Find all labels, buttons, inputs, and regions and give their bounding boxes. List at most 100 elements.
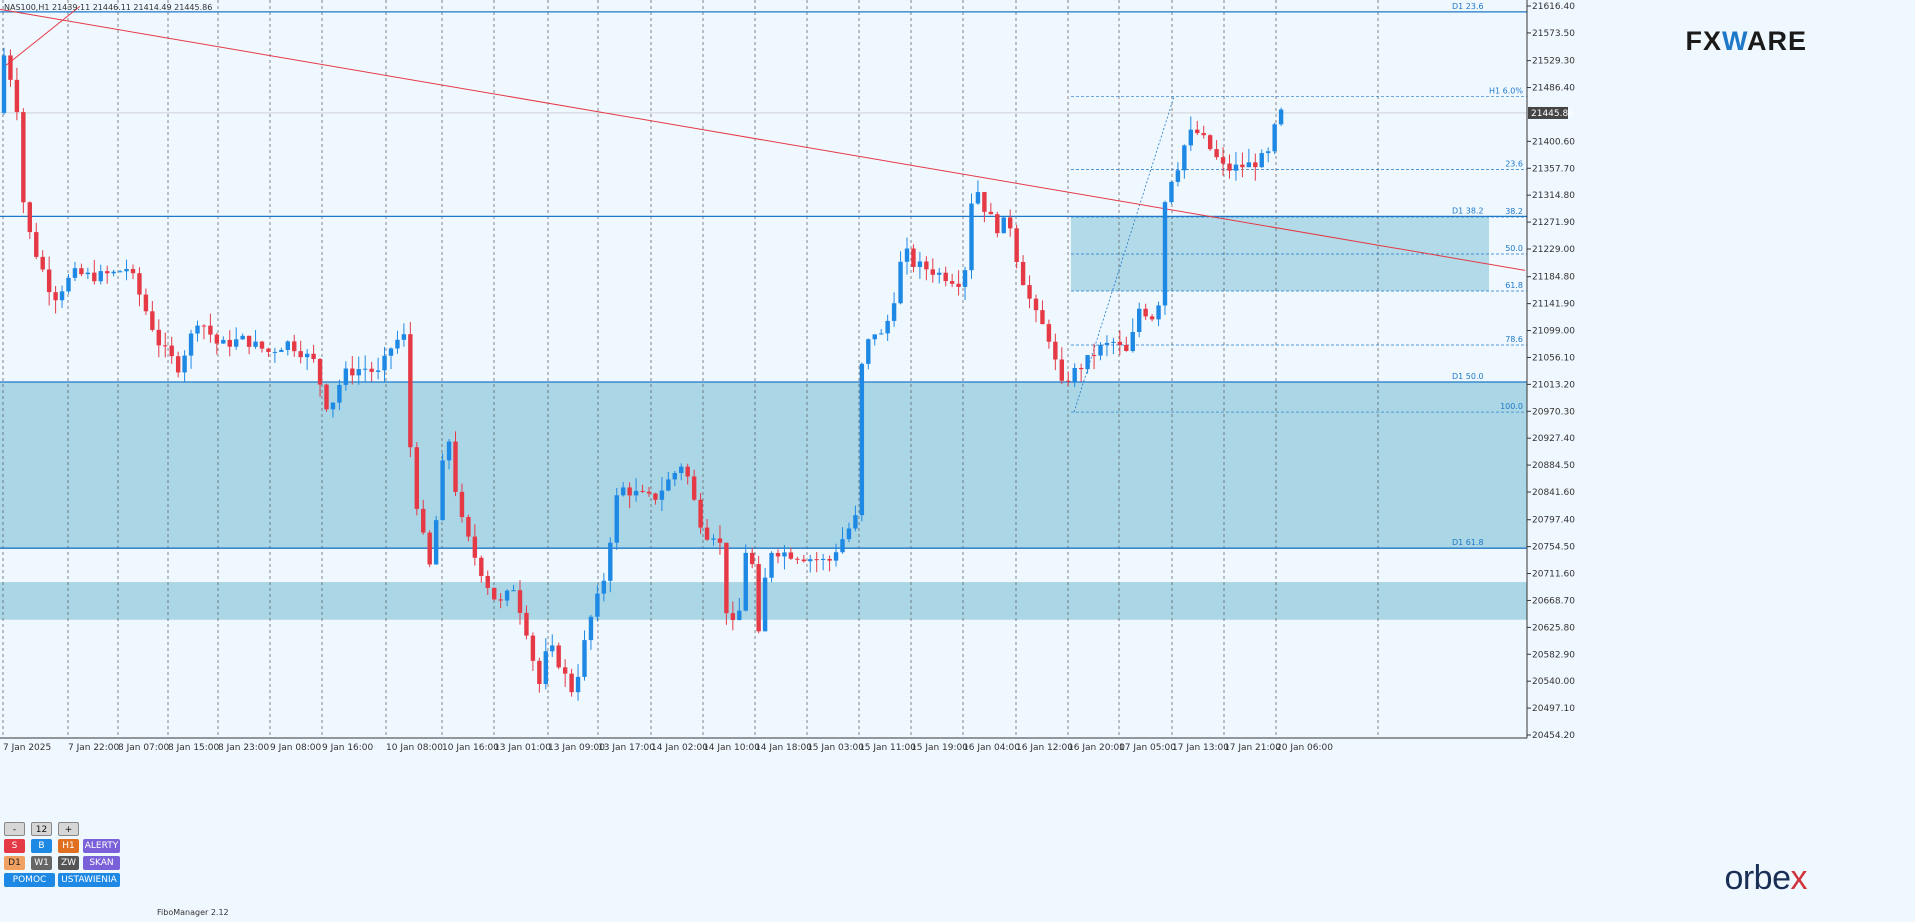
candle-body [679,466,684,474]
sell-button[interactable]: S [4,839,25,853]
candle-body [846,528,852,540]
candle-body [633,490,639,496]
y-tick-label: 21400.60 [1532,137,1575,147]
help-button[interactable]: POMOC [4,873,55,887]
candle-body [246,335,252,347]
y-tick-label: 20582.90 [1532,650,1575,660]
candle-body [1111,341,1116,343]
decrease-button[interactable]: - [4,822,25,836]
candle-body [1137,308,1142,333]
lines-layer [0,5,1526,413]
candle-body [59,291,65,301]
candle-body [550,645,555,652]
candle-body [524,612,529,636]
period-value[interactable]: 12 [31,822,52,836]
candle-body [511,590,516,592]
candle-body [1066,380,1071,382]
y-tick-label: 21529.30 [1532,57,1575,67]
d1-button[interactable]: D1 [4,856,25,870]
candle-body [433,520,439,565]
candle-body [156,329,161,346]
y-tick-label: 20540.00 [1532,677,1575,687]
candle-body [530,635,536,661]
candle-body [1233,164,1239,171]
y-tick-label: 21013.20 [1532,380,1575,390]
candle-body [872,334,877,340]
candle-body [840,539,845,553]
candle-body [904,248,910,262]
candle-body [466,517,471,537]
candle-body [1156,305,1161,320]
candle-body [343,368,349,385]
candle-body [1040,310,1045,325]
candle-body [143,294,149,312]
last-price-label: 21445.86 [1531,109,1574,119]
d1-level-label: D1 61.8 [1452,538,1484,547]
y-tick-label: 20668.70 [1532,596,1575,606]
candle-body [369,368,374,372]
y-tick-label: 20711.60 [1532,570,1575,580]
candle-body [1266,151,1271,154]
candle-body [1220,157,1226,164]
settings-button[interactable]: USTAWIENIA [58,873,120,887]
candle-body [730,613,736,621]
x-tick-label: 16 Jan 20:00 [1068,743,1125,753]
y-tick-label: 21357.70 [1532,164,1575,174]
zw-button[interactable]: ZW [58,856,79,870]
candle-body [820,558,826,560]
candle-body [485,575,490,588]
w1-button[interactable]: W1 [31,856,52,870]
candle-body [72,268,78,278]
x-tick-label: 10 Jan 08:00 [386,743,443,753]
candle-body [588,616,594,641]
candle-body [1246,162,1252,168]
candle-body [182,355,187,373]
h1-button[interactable]: H1 [58,839,79,853]
fib-level-label: 38.2 [1505,207,1523,216]
candle-body [982,192,987,212]
y-tick-label: 20884.50 [1532,461,1575,471]
candle-body [808,559,813,562]
candle-body [201,325,207,327]
candle-body [382,355,387,371]
fib-level-label: H1 6.0% [1489,87,1523,96]
candle-body [627,487,632,496]
x-tick-label: 13 Jan 01:00 [494,743,551,753]
fibo-manager-label: FiboManager 2.12 [157,908,229,917]
candle-body [1020,261,1026,286]
candle-body [272,351,278,353]
candle-body [827,558,832,561]
alerts-button[interactable]: ALERTY [83,839,120,853]
candle-body [311,353,316,359]
candle-body [1214,149,1219,158]
candle-body [762,577,768,632]
candle-body [769,552,774,578]
candle-body [1195,129,1200,134]
orbex-logo: orbex [1724,859,1807,897]
candle-body [137,273,142,295]
candle-body [1227,163,1232,171]
candle-body [1053,341,1058,360]
buy-button[interactable]: B [31,839,52,853]
candle-body [691,476,697,500]
x-tick-label: 17 Jan 05:00 [1119,743,1176,753]
candle-body [150,311,155,330]
candle-body [949,281,955,284]
increase-button[interactable]: + [58,822,79,836]
candle-body [866,339,871,364]
x-tick-label: 10 Jan 16:00 [442,743,499,753]
candle-body [1085,355,1090,370]
candle-body [1182,145,1187,171]
x-tick-label: 9 Jan 08:00 [270,743,322,753]
candle-body [711,538,716,540]
candle-body [85,272,91,275]
candle-body [401,334,407,340]
candle-body [969,203,974,271]
candle-body [350,368,355,376]
scan-button[interactable]: SKAN [83,856,120,870]
x-tick-label: 16 Jan 04:00 [963,743,1020,753]
candle-body [1169,181,1174,203]
candle-body [79,268,84,275]
candle-body [1272,124,1277,152]
